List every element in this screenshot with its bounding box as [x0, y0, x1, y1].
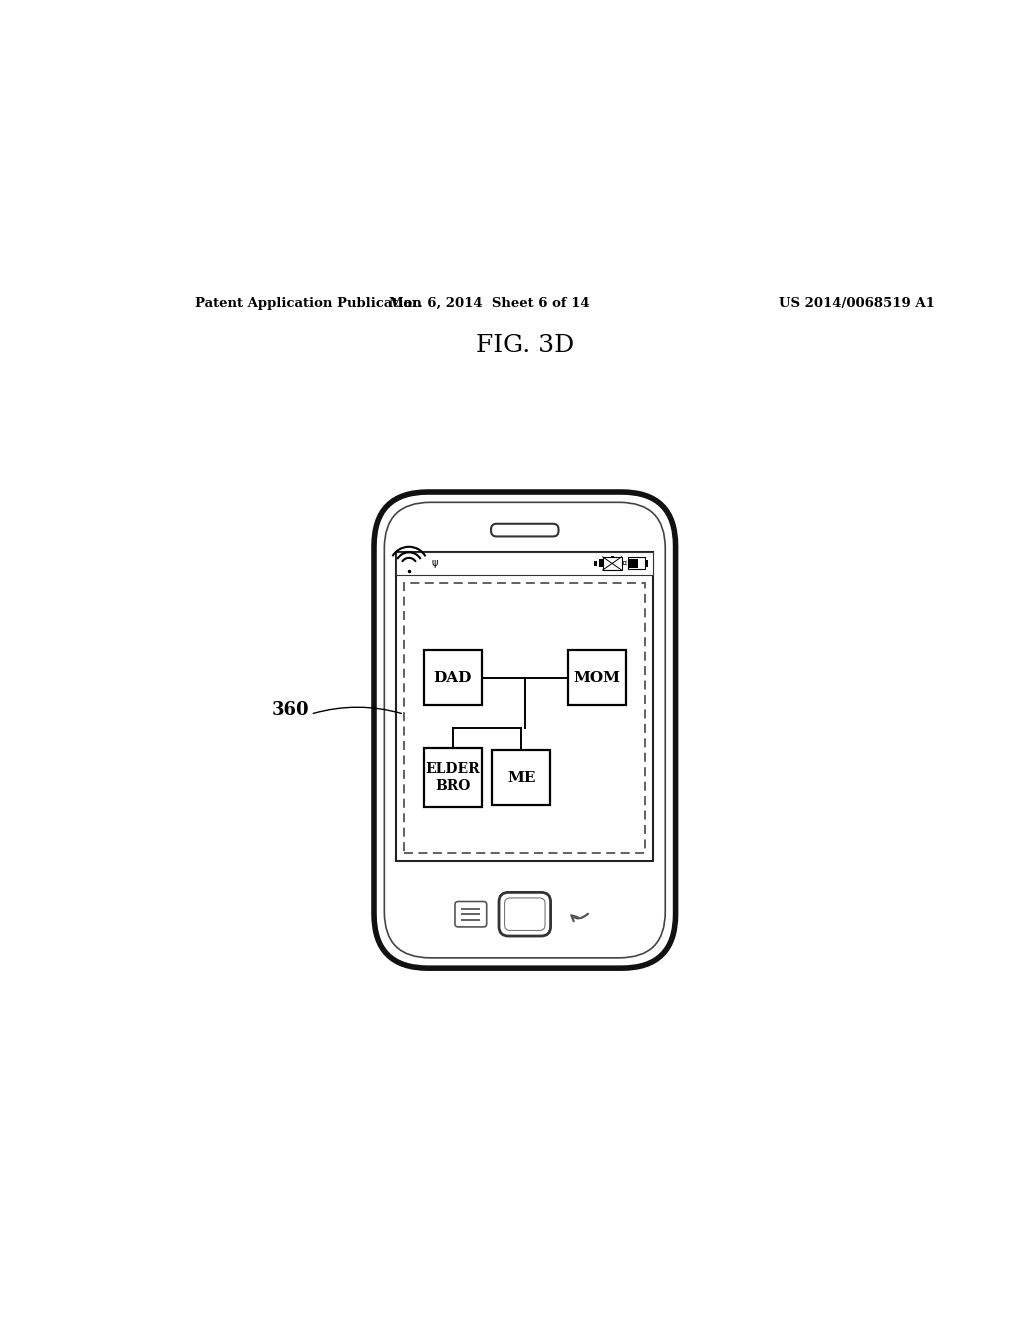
Bar [599, 560, 602, 568]
Text: ME: ME [507, 771, 536, 784]
Bar [396, 552, 653, 576]
FancyBboxPatch shape [374, 492, 676, 968]
Text: ψ: ψ [431, 558, 437, 569]
Text: Mar. 6, 2014  Sheet 6 of 14: Mar. 6, 2014 Sheet 6 of 14 [389, 297, 590, 310]
Bar [629, 560, 638, 568]
FancyBboxPatch shape [492, 524, 558, 536]
FancyBboxPatch shape [505, 898, 545, 931]
Bar [493, 750, 550, 805]
FancyBboxPatch shape [455, 902, 486, 927]
Text: ELDER
BRO: ELDER BRO [426, 763, 480, 792]
Text: Patent Application Publication: Patent Application Publication [196, 297, 422, 310]
Bar [645, 560, 648, 566]
Bar [424, 748, 482, 808]
Text: DAD: DAD [434, 671, 472, 685]
Text: ¤: ¤ [623, 558, 628, 568]
Bar [628, 557, 645, 569]
Bar [602, 557, 622, 570]
Text: MOM: MOM [573, 671, 621, 685]
Text: US 2014/0068519 A1: US 2014/0068519 A1 [778, 297, 935, 310]
FancyBboxPatch shape [384, 503, 666, 958]
Bar [594, 561, 597, 566]
Text: FIG. 3D: FIG. 3D [476, 334, 573, 356]
Bar [567, 649, 626, 705]
Bar [610, 556, 613, 570]
Bar [404, 583, 645, 853]
Bar [396, 552, 653, 861]
Bar [424, 649, 482, 705]
Bar [605, 558, 608, 569]
FancyBboxPatch shape [499, 892, 551, 936]
Text: 360: 360 [272, 701, 309, 719]
